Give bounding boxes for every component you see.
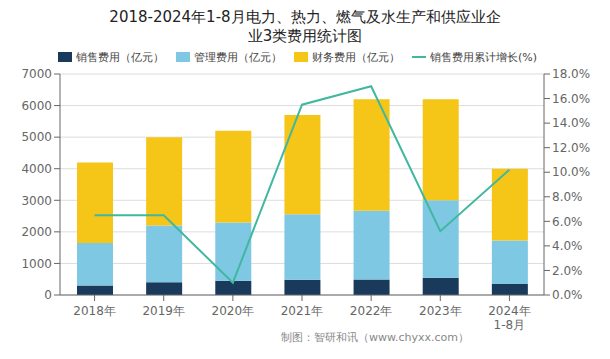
html-text:管理费用（亿元）: 管理费用（亿元） [194, 50, 282, 64]
svg-text:2019年: 2019年 [142, 304, 185, 318]
svg-text:8.0%: 8.0% [552, 190, 583, 204]
svg-text:3000: 3000 [21, 194, 52, 208]
svg-text:0.0%: 0.0% [552, 288, 583, 302]
svg-text:2024年1-8月: 2024年1-8月 [488, 304, 531, 331]
html-text:2018-2024年1-8月电力、热力、燃气及水生产和供应业: 2018-2024年1-8月电力、热力、燃气及水生产和供应业企 [109, 8, 501, 26]
svg-text:16.0%: 16.0% [552, 92, 590, 106]
svg-text:7000: 7000 [21, 67, 52, 81]
svg-text:6.0%: 6.0% [552, 215, 583, 229]
svg-text:5000: 5000 [21, 130, 52, 144]
html-text:制图：智研和讯（www.chyxx.com）: 制图：智研和讯（www.chyxx.com） [281, 331, 469, 344]
svg-text:2021年: 2021年 [281, 304, 324, 318]
svg-text:2020年: 2020年 [212, 304, 255, 318]
svg-text:2022年: 2022年 [350, 304, 393, 318]
svg-text:2.0%: 2.0% [552, 264, 583, 278]
svg-text:1000: 1000 [21, 257, 52, 271]
svg-text:4.0%: 4.0% [552, 239, 583, 253]
html-text:财务费用（亿元）: 财务费用（亿元） [312, 50, 400, 64]
svg-text:4000: 4000 [21, 162, 52, 176]
html-text:销售费用（亿元）: 销售费用（亿元） [76, 50, 164, 64]
svg-text:18.0%: 18.0% [552, 67, 590, 81]
svg-text:12.0%: 12.0% [552, 141, 590, 155]
svg-text:2023年: 2023年 [419, 304, 462, 318]
html-text:销售费用累计增长(%): 销售费用累计增长(%) [430, 50, 537, 64]
svg-text:6000: 6000 [21, 99, 52, 113]
svg-text:2018年: 2018年 [73, 304, 116, 318]
svg-text:14.0%: 14.0% [552, 116, 590, 130]
svg-text:2000: 2000 [21, 225, 52, 239]
html-text:业3类费用统计图: 业3类费用统计图 [247, 27, 363, 45]
svg-text:10.0%: 10.0% [552, 165, 590, 179]
svg-text:0: 0 [44, 288, 52, 302]
